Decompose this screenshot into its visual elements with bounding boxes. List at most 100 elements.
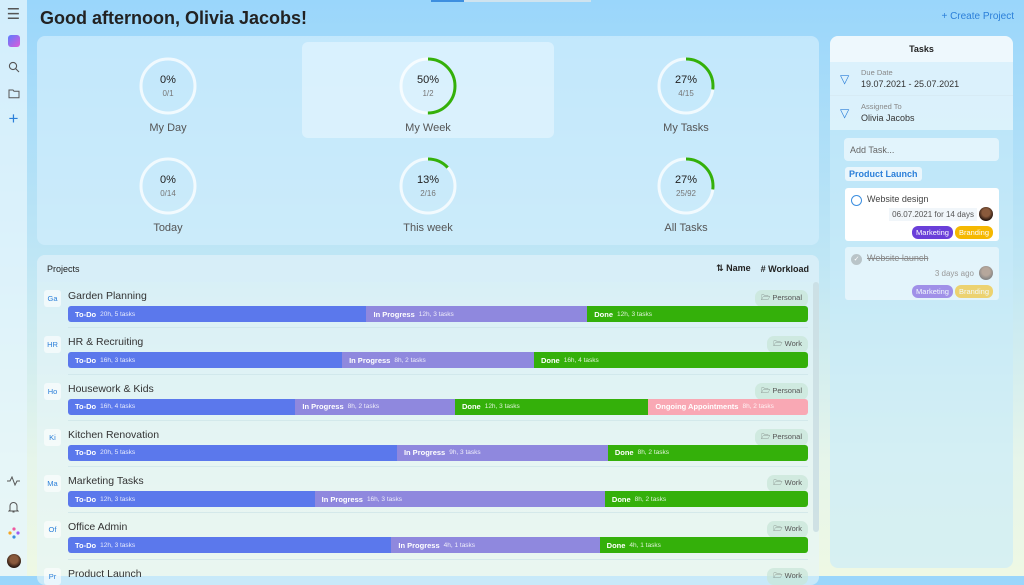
segment-label: In Progress xyxy=(321,494,363,504)
projects-scrollbar[interactable] xyxy=(813,282,819,532)
segment-label: Ongoing Appointments xyxy=(655,402,739,412)
workload-segment-to-do[interactable]: To-Do 16h, 4 tasks xyxy=(68,398,296,415)
segment-label: Done xyxy=(594,309,613,319)
project-name[interactable]: Housework & Kids xyxy=(68,382,154,395)
stat-label: My Day xyxy=(149,122,187,134)
task-card[interactable]: Website design 06.07.2021 for 14 days Mark… xyxy=(845,188,999,241)
sort-by-workload-button[interactable]: # Workload xyxy=(760,263,809,274)
assigned-to-filter[interactable]: ▽ Assigned To Olivia Jacobs xyxy=(830,96,1013,130)
project-abbr: HR xyxy=(44,336,61,354)
workload-bar: To-Do 16h, 4 tasks In Progress 8h, 2 tasks D… xyxy=(68,398,808,415)
segment-label: Done xyxy=(614,448,634,458)
stat-percent: 27% xyxy=(674,74,698,86)
workload-segment-done[interactable]: Done 4h, 1 tasks xyxy=(599,537,808,554)
workload-segment-in-progress[interactable]: In Progress 4h, 1 tasks xyxy=(391,537,600,554)
stat-count: 25/92 xyxy=(675,189,697,198)
tag-label: Work xyxy=(784,570,802,580)
segment-detail: 16h, 4 tasks xyxy=(100,403,136,411)
workload-segment-in-progress[interactable]: In Progress 8h, 2 tasks xyxy=(295,398,455,415)
progress-ring: 0% 0/1 xyxy=(138,56,198,116)
segment-label: To-Do xyxy=(75,402,97,412)
app-logo-icon[interactable] xyxy=(0,28,27,54)
task-checkbox[interactable] xyxy=(851,195,862,206)
task-card[interactable]: ✓ Website launch 3 days ago Marketing Brandi… xyxy=(845,247,999,300)
tag-label: Work xyxy=(784,478,802,488)
search-icon[interactable] xyxy=(0,54,27,80)
segment-label: In Progress xyxy=(349,355,391,365)
tag-label: Personal xyxy=(772,293,802,302)
stat-today[interactable]: 0% 0/14 Today xyxy=(42,142,294,238)
project-name[interactable]: Marketing Tasks xyxy=(68,475,144,488)
add-icon[interactable]: + xyxy=(8,109,19,128)
project-row[interactable]: HR HR & Recruiting 🗁 Work To-Do 16h, 3 tasks… xyxy=(44,328,808,375)
project-row[interactable]: Ga Garden Planning 🗁 Personal To-Do 20h, 5 t… xyxy=(44,282,808,329)
sort-by-name-button[interactable]: ⇅ Name xyxy=(716,263,751,273)
workload-segment-to-do[interactable]: To-Do 16h, 3 tasks xyxy=(68,352,343,369)
workload-segment-in-progress[interactable]: In Progress 16h, 3 tasks xyxy=(314,491,605,508)
workload-segment-ongoing-appointments[interactable]: Ongoing Appointments 8h, 2 tasks xyxy=(648,398,808,415)
stat-my-tasks[interactable]: 27% 4/15 My Tasks xyxy=(560,42,812,138)
segment-detail: 9h, 3 tasks xyxy=(449,449,481,457)
task-checkbox[interactable]: ✓ xyxy=(851,254,862,265)
stat-label: This week xyxy=(403,222,453,234)
avatar[interactable] xyxy=(0,546,27,576)
workload-segment-to-do[interactable]: To-Do 12h, 3 tasks xyxy=(68,491,315,508)
due-date-filter[interactable]: ▽ Due Date 19.07.2021 - 25.07.2021 xyxy=(830,62,1013,96)
workload-segment-to-do[interactable]: To-Do 20h, 5 tasks xyxy=(68,444,397,461)
project-name[interactable]: Garden Planning xyxy=(68,290,147,302)
segment-detail: 8h, 2 tasks xyxy=(394,356,426,364)
workload-segment-to-do[interactable]: To-Do 20h, 5 tasks xyxy=(68,306,367,322)
stat-my-week[interactable]: 50% 1/2 My Week xyxy=(302,42,554,138)
project-row[interactable]: Ma Marketing Tasks 🗁 Work To-Do 12h, 3 tasks… xyxy=(44,467,808,514)
segment-detail: 12h, 3 tasks xyxy=(616,310,653,318)
sort-icon: ⇅ xyxy=(716,263,727,273)
stat-all-tasks[interactable]: 27% 25/92 All Tasks xyxy=(560,142,812,238)
project-row[interactable]: Pr Product Launch 🗁 Work xyxy=(44,560,808,585)
folder-icon[interactable] xyxy=(0,80,27,106)
project-category-tag: 🗁 Personal xyxy=(755,290,808,307)
project-category-tag: 🗁 Work xyxy=(767,475,808,493)
filter-key: Assigned To xyxy=(861,102,902,111)
filter-value: 19.07.2021 - 25.07.2021 xyxy=(861,79,960,89)
workload-bar: To-Do 20h, 5 tasks In Progress 12h, 3 tasks… xyxy=(68,306,808,322)
add-task-input[interactable]: Add Task... xyxy=(844,138,999,161)
project-row[interactable]: Ki Kitchen Renovation 🗁 Personal To-Do 20h, … xyxy=(44,421,808,468)
activity-icon[interactable] xyxy=(0,468,27,494)
project-name[interactable]: Office Admin xyxy=(68,521,128,534)
workload-segment-done[interactable]: Done 16h, 4 tasks xyxy=(533,352,808,369)
workload-segment-in-progress[interactable]: In Progress 12h, 3 tasks xyxy=(366,306,588,322)
project-abbr: Of xyxy=(44,521,61,539)
workload-segment-in-progress[interactable]: In Progress 8h, 2 tasks xyxy=(342,352,534,369)
workload-segment-in-progress[interactable]: In Progress 9h, 3 tasks xyxy=(396,444,608,461)
folder-icon: 🗁 xyxy=(773,478,785,488)
progress-ring: 27% 4/15 xyxy=(656,56,716,116)
stat-this-week[interactable]: 13% 2/16 This week xyxy=(302,142,554,238)
segment-detail: 12h, 3 tasks xyxy=(100,495,136,503)
stat-count: 2/16 xyxy=(420,189,436,198)
project-name[interactable]: HR & Recruiting xyxy=(68,336,144,349)
stat-percent: 0% xyxy=(160,74,176,86)
stat-my-day[interactable]: 0% 0/1 My Day xyxy=(42,42,294,138)
menu-icon[interactable]: ☰ xyxy=(6,6,21,23)
workload-segment-done[interactable]: Done 12h, 3 tasks xyxy=(587,306,808,322)
segment-detail: 8h, 2 tasks xyxy=(637,449,670,457)
segment-label: To-Do xyxy=(75,540,97,550)
workload-segment-done[interactable]: Done 8h, 2 tasks xyxy=(607,444,808,461)
project-abbr: Ki xyxy=(44,428,61,446)
project-name[interactable]: Kitchen Renovation xyxy=(68,428,160,441)
workload-segment-done[interactable]: Done 8h, 2 tasks xyxy=(604,491,808,508)
project-name[interactable]: Product Launch xyxy=(68,567,142,580)
segment-label: Done xyxy=(461,402,481,412)
project-label[interactable]: Product Launch xyxy=(845,167,922,181)
workload-bar: To-Do 20h, 5 tasks In Progress 9h, 3 tasks D… xyxy=(68,444,808,461)
project-row[interactable]: Of Office Admin 🗁 Work To-Do 12h, 3 tasks In … xyxy=(44,513,808,560)
segment-detail: 8h, 2 tasks xyxy=(742,403,774,411)
workload-segment-to-do[interactable]: To-Do 12h, 3 tasks xyxy=(68,537,392,554)
bell-icon[interactable] xyxy=(0,494,27,520)
workload-segment-done[interactable]: Done 12h, 3 tasks xyxy=(454,398,649,415)
projects-title: Projects xyxy=(47,263,80,274)
project-row[interactable]: Ho Housework & Kids 🗁 Personal To-Do 16h, 4 … xyxy=(44,375,808,421)
apps-icon[interactable] xyxy=(0,520,27,546)
create-project-button[interactable]: + Create Project xyxy=(941,11,1014,22)
progress-ring: 0% 0/14 xyxy=(138,156,198,216)
